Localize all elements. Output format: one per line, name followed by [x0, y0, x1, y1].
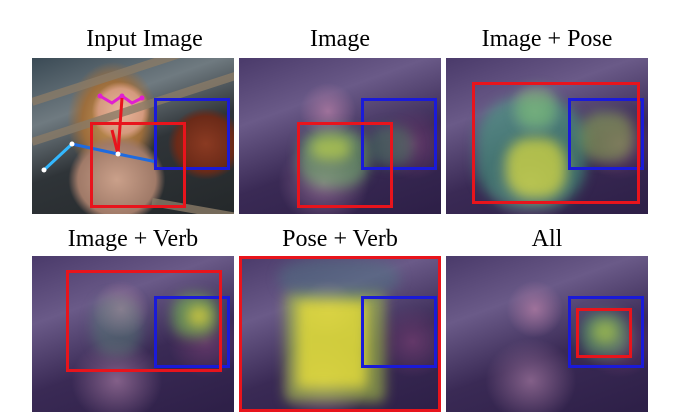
input-photo-background — [32, 58, 234, 214]
panel-title-input: Input Image — [86, 26, 203, 52]
input-photo — [32, 58, 234, 214]
panel-title-image-pose: Image + Pose — [481, 26, 613, 52]
pose-head-joint — [139, 95, 145, 101]
heatmap-image — [239, 58, 441, 214]
heatmap-image-pose — [446, 58, 648, 214]
heat-blob — [297, 300, 367, 388]
object-box-glove — [568, 296, 644, 368]
heat-blob — [506, 138, 566, 198]
pose-right-forearm — [117, 152, 158, 164]
pose-left-forearm — [42, 142, 74, 172]
heatmap-pose-verb — [239, 256, 441, 412]
heat-blob — [580, 112, 634, 162]
heat-blob — [516, 88, 556, 128]
heatmap-image-verb — [32, 256, 234, 412]
predicted-box — [472, 82, 640, 204]
heatmap-all — [446, 256, 648, 412]
panel-title-image-verb: Image + Verb — [67, 226, 199, 252]
predicted-box — [239, 256, 441, 412]
heat-blob — [311, 136, 351, 160]
pose-skeleton-overlay — [41, 93, 158, 173]
pose-neck — [116, 97, 124, 155]
panel-title-pose-verb: Pose + Verb — [282, 226, 398, 252]
predicted-box — [297, 122, 393, 208]
pose-joint — [115, 151, 121, 157]
predicted-box — [66, 270, 222, 372]
heat-blob — [279, 258, 399, 298]
pose-head-joint — [119, 93, 125, 99]
object-box-glove — [361, 98, 437, 170]
predicted-box — [576, 308, 632, 358]
pose-joint — [41, 167, 47, 173]
heat-blob — [592, 320, 618, 344]
object-box-glove — [361, 296, 437, 368]
panel-title-image: Image — [310, 26, 370, 52]
pose-joint — [69, 141, 75, 147]
object-box-glove — [568, 98, 644, 170]
pose-head-joint — [97, 93, 103, 99]
heat-blob — [92, 296, 142, 356]
pose-right-upper-arm — [110, 129, 120, 155]
heat-blob — [188, 306, 210, 326]
predicted-box — [90, 122, 186, 208]
object-box-glove — [154, 296, 230, 368]
pose-left-upper-arm — [71, 142, 119, 156]
object-box-glove — [154, 98, 230, 170]
panel-title-all: All — [531, 226, 563, 252]
